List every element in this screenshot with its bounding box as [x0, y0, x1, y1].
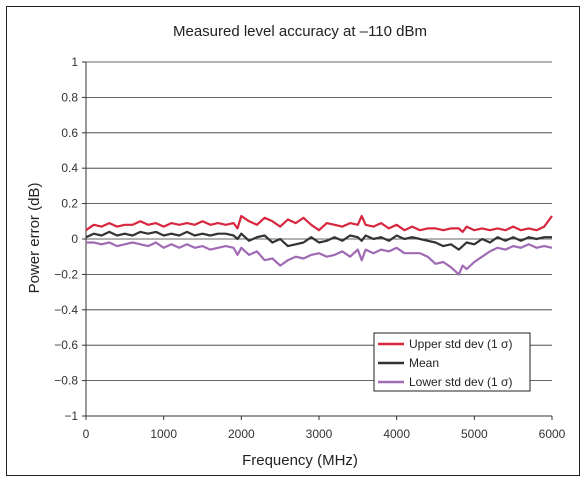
line-chart: Measured level accuracy at –110 dBm 1 0.8…: [7, 7, 579, 475]
y-axis-label: Power error (dB): [26, 183, 43, 294]
x-tick-label: 2000: [228, 427, 255, 441]
x-tick-label: 6000: [539, 427, 566, 441]
x-tick-label: 5000: [461, 427, 488, 441]
x-tick-label: 3000: [306, 427, 333, 441]
series-lines: [85, 214, 553, 276]
series-line-lower: [86, 241, 553, 276]
y-tick-label: 0.4: [61, 161, 78, 175]
x-axis-label: Frequency (MHz): [242, 452, 358, 469]
axes: [82, 61, 553, 420]
chart-frame: Measured level accuracy at –110 dBm 1 0.8…: [6, 6, 580, 476]
legend: Upper std dev (1 σ) Mean Lower std dev (…: [373, 332, 531, 392]
legend-label-upper: Upper std dev (1 σ): [409, 337, 512, 351]
y-tick-label: −0.6: [54, 338, 78, 352]
series-line-mean: [85, 230, 552, 251]
y-tick-label: −0.2: [54, 267, 78, 281]
y-tick-label: 0.2: [61, 197, 78, 211]
chart-title: Measured level accuracy at –110 dBm: [173, 23, 427, 40]
legend-label-mean: Mean: [409, 356, 439, 370]
legend-label-lower: Lower std dev (1 σ): [409, 375, 512, 389]
x-tick-label: 4000: [383, 427, 410, 441]
x-tick-label: 0: [83, 427, 90, 441]
series-line-upper: [85, 214, 553, 233]
y-tick-label: 0.8: [61, 90, 78, 104]
x-tick-labels: 0 1000 2000 3000 4000 5000 6000: [83, 427, 566, 441]
y-tick-label: −1: [64, 409, 78, 423]
chart-background: [7, 7, 579, 475]
y-tick-label: −0.4: [54, 303, 78, 317]
y-tick-label: −0.8: [54, 374, 78, 388]
x-tick-label: 1000: [150, 427, 177, 441]
y-tick-label: 0.6: [61, 126, 78, 140]
y-tick-label: 0: [71, 232, 78, 246]
y-tick-label: 1: [71, 55, 78, 69]
y-tick-labels: 1 0.8 0.6 0.4 0.2 0 −0.2 −0.4 −0.6 −0.8 −1: [54, 55, 78, 423]
